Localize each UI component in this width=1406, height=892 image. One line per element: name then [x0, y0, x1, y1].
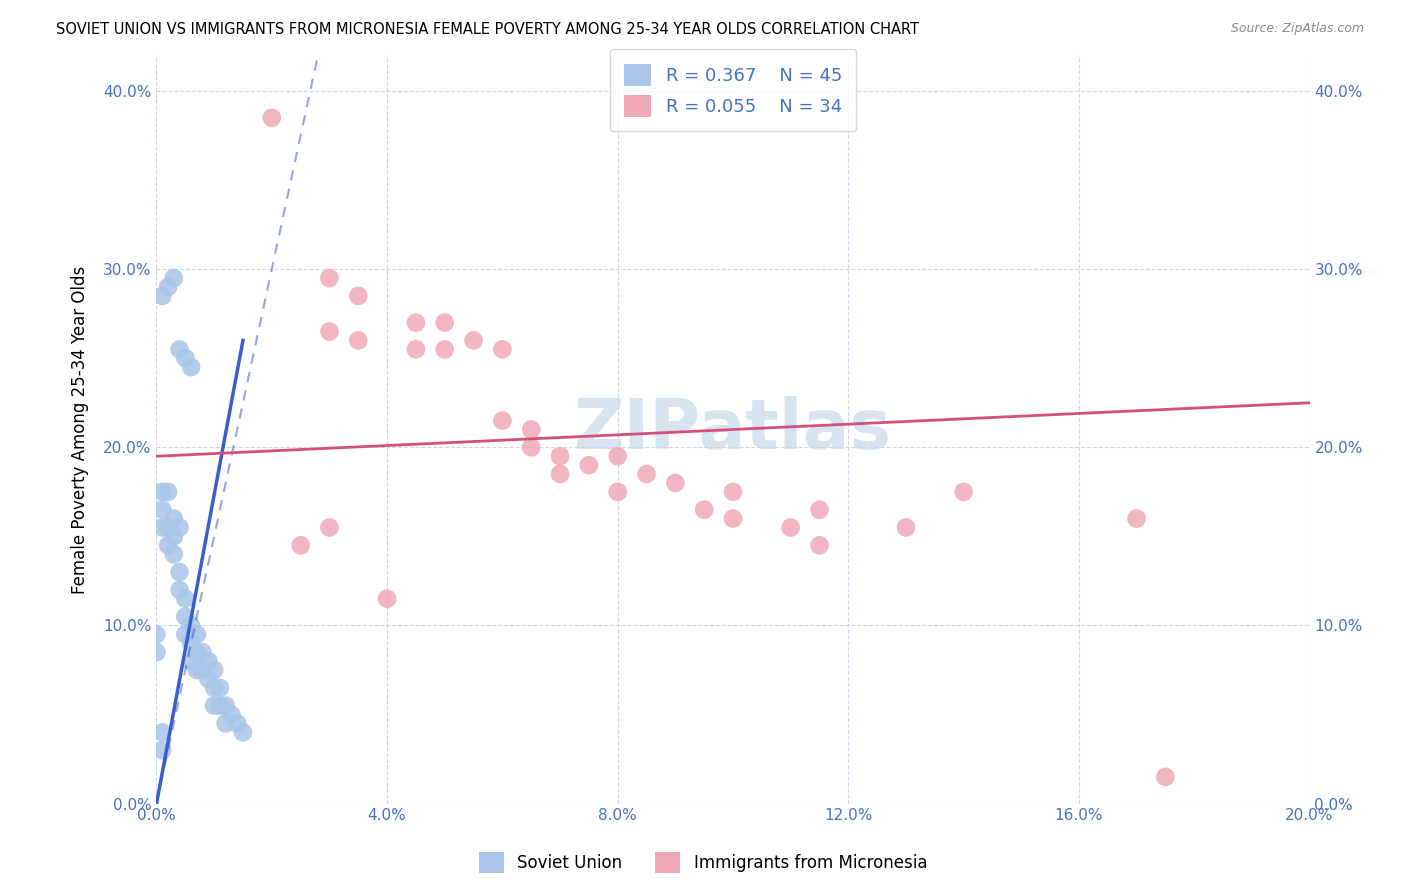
- Point: [491, 414, 513, 428]
- Point: [150, 743, 173, 757]
- Point: [202, 681, 225, 695]
- Point: [1125, 511, 1147, 525]
- Point: [375, 591, 398, 606]
- Point: [318, 271, 340, 285]
- Point: [405, 316, 427, 330]
- Point: [157, 280, 180, 294]
- Point: [433, 343, 456, 357]
- Point: [578, 458, 600, 472]
- Point: [208, 698, 231, 713]
- Text: SOVIET UNION VS IMMIGRANTS FROM MICRONESIA FEMALE POVERTY AMONG 25-34 YEAR OLDS : SOVIET UNION VS IMMIGRANTS FROM MICRONES…: [56, 22, 920, 37]
- Point: [808, 502, 831, 516]
- Point: [347, 289, 370, 303]
- Point: [174, 351, 197, 366]
- Point: [169, 565, 191, 579]
- Legend: Soviet Union, Immigrants from Micronesia: Soviet Union, Immigrants from Micronesia: [472, 846, 934, 880]
- Point: [215, 698, 238, 713]
- Point: [952, 484, 974, 499]
- Point: [191, 663, 214, 677]
- Point: [186, 627, 208, 641]
- Point: [1154, 770, 1177, 784]
- Point: [347, 334, 370, 348]
- Point: [145, 645, 167, 659]
- Point: [186, 663, 208, 677]
- Point: [221, 707, 243, 722]
- Point: [191, 645, 214, 659]
- Point: [163, 511, 186, 525]
- Point: [186, 645, 208, 659]
- Point: [150, 484, 173, 499]
- Point: [157, 538, 180, 552]
- Point: [520, 440, 543, 454]
- Point: [174, 609, 197, 624]
- Point: [894, 520, 917, 534]
- Point: [548, 467, 571, 481]
- Point: [197, 672, 219, 686]
- Point: [606, 484, 628, 499]
- Point: [150, 289, 173, 303]
- Legend: R = 0.367    N = 45, R = 0.055    N = 34: R = 0.367 N = 45, R = 0.055 N = 34: [610, 49, 856, 131]
- Point: [226, 716, 249, 731]
- Point: [202, 663, 225, 677]
- Point: [150, 520, 173, 534]
- Point: [157, 484, 180, 499]
- Point: [150, 502, 173, 516]
- Point: [180, 618, 202, 632]
- Point: [433, 316, 456, 330]
- Point: [405, 343, 427, 357]
- Point: [318, 325, 340, 339]
- Point: [163, 547, 186, 561]
- Point: [520, 423, 543, 437]
- Point: [779, 520, 801, 534]
- Point: [197, 654, 219, 668]
- Point: [693, 502, 716, 516]
- Y-axis label: Female Poverty Among 25-34 Year Olds: Female Poverty Among 25-34 Year Olds: [72, 266, 89, 594]
- Point: [169, 520, 191, 534]
- Point: [163, 271, 186, 285]
- Point: [548, 449, 571, 463]
- Point: [180, 360, 202, 375]
- Point: [491, 343, 513, 357]
- Point: [636, 467, 658, 481]
- Point: [664, 475, 686, 490]
- Point: [232, 725, 254, 739]
- Point: [169, 582, 191, 597]
- Point: [215, 716, 238, 731]
- Point: [163, 529, 186, 543]
- Point: [463, 334, 485, 348]
- Text: Source: ZipAtlas.com: Source: ZipAtlas.com: [1230, 22, 1364, 36]
- Text: ZIPatlas: ZIPatlas: [574, 396, 891, 463]
- Point: [174, 591, 197, 606]
- Point: [180, 636, 202, 650]
- Point: [150, 725, 173, 739]
- Point: [318, 520, 340, 534]
- Point: [145, 627, 167, 641]
- Point: [157, 520, 180, 534]
- Point: [169, 343, 191, 357]
- Point: [808, 538, 831, 552]
- Point: [180, 654, 202, 668]
- Point: [290, 538, 312, 552]
- Point: [721, 511, 744, 525]
- Point: [721, 484, 744, 499]
- Point: [260, 111, 283, 125]
- Point: [208, 681, 231, 695]
- Point: [606, 449, 628, 463]
- Point: [202, 698, 225, 713]
- Point: [174, 627, 197, 641]
